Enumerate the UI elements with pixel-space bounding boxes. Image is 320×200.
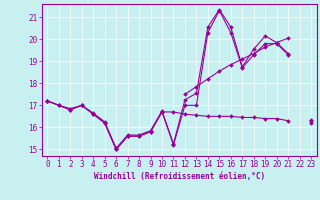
X-axis label: Windchill (Refroidissement éolien,°C): Windchill (Refroidissement éolien,°C) bbox=[94, 172, 265, 181]
